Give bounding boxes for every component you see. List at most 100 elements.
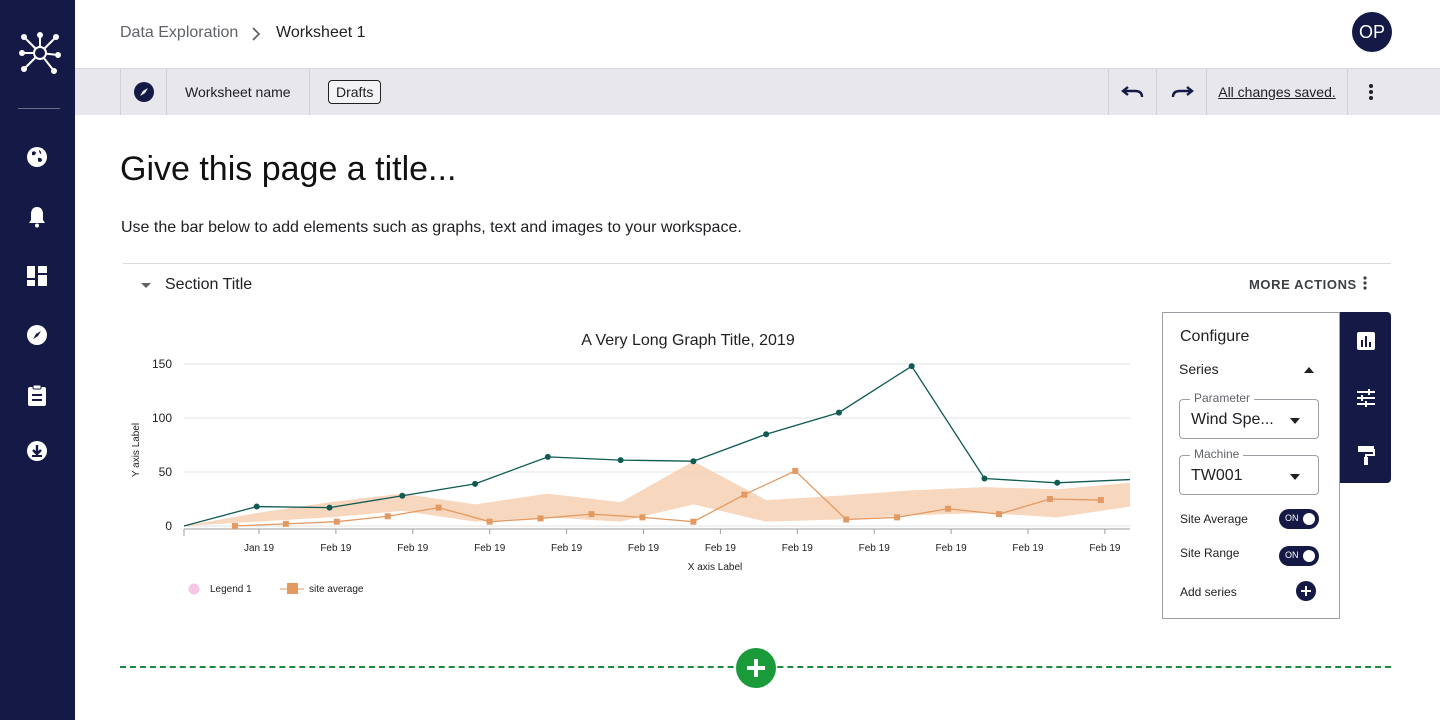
site-average-toggle[interactable]: ON <box>1279 509 1319 529</box>
site-average-point <box>282 520 289 527</box>
bell-icon[interactable] <box>25 205 49 229</box>
x-tick-label: Feb 19 <box>705 543 737 554</box>
compass-icon[interactable] <box>25 323 49 347</box>
configure-tabs <box>1340 312 1391 483</box>
settings-tab[interactable] <box>1340 369 1391 426</box>
x-tick-label: Feb 19 <box>397 543 429 554</box>
legend-1-point <box>617 457 624 464</box>
parameter-label: Parameter <box>1190 391 1255 405</box>
page-subtitle: Use the bar below to add elements such a… <box>121 219 742 236</box>
legend-1-point <box>835 409 842 416</box>
add-series-button[interactable] <box>1296 581 1316 601</box>
legend-1-point <box>326 504 333 511</box>
dashboard-icon[interactable] <box>25 264 49 288</box>
more-actions-button[interactable]: MORE ACTIONS <box>1249 277 1357 292</box>
y-tick-label: 100 <box>152 411 172 425</box>
site-average-point <box>435 504 442 511</box>
save-status-link[interactable]: All changes saved. <box>1206 69 1347 115</box>
add-element-button[interactable] <box>736 648 776 688</box>
sidebar-divider <box>18 108 60 109</box>
redo-button[interactable] <box>1156 69 1206 115</box>
add-series-label: Add series <box>1180 585 1237 599</box>
legend-1-point <box>253 503 260 510</box>
x-tick-label: Feb 19 <box>320 543 352 554</box>
machine-select[interactable]: Machine TW001 <box>1179 447 1319 495</box>
x-tick-label: Feb 19 <box>782 543 814 554</box>
legend-1-point <box>472 480 479 487</box>
chart-legend: Legend 1 site average <box>188 583 364 595</box>
globe-icon[interactable] <box>25 145 49 169</box>
configure-title: Configure <box>1180 328 1250 345</box>
y-tick-label: 0 <box>165 519 172 533</box>
x-tick-label: Feb 19 <box>474 543 506 554</box>
more-options-button[interactable] <box>1347 69 1393 115</box>
clipboard-icon[interactable] <box>25 383 49 407</box>
site-average-point <box>486 518 493 525</box>
legend-1-line <box>183 365 1131 527</box>
breadcrumb-parent[interactable]: Data Exploration <box>120 24 239 41</box>
drafts-cell: Drafts <box>309 69 1109 115</box>
x-tick-label: Feb 19 <box>936 543 968 554</box>
y-tick-label: 150 <box>152 357 172 371</box>
site-average-point <box>996 511 1003 518</box>
legend-label-1: Legend 1 <box>210 584 252 595</box>
site-average-line <box>234 470 1101 527</box>
y-tick-label: 50 <box>159 465 173 479</box>
site-range-label: Site Range <box>1180 546 1240 560</box>
bar-chart-icon <box>1356 331 1375 350</box>
sidebar <box>0 0 75 720</box>
drafts-chip[interactable]: Drafts <box>328 80 382 104</box>
x-tick-label: Feb 19 <box>859 543 891 554</box>
parameter-select[interactable]: Parameter Wind Spe... <box>1179 391 1319 439</box>
site-average-point <box>333 518 340 525</box>
site-range-toggle[interactable]: ON <box>1279 546 1319 566</box>
undo-icon <box>1120 86 1143 98</box>
site-average-point <box>384 513 391 520</box>
site-average-point <box>690 518 697 525</box>
x-tick-label: Feb 19 <box>1089 543 1121 554</box>
machine-label: Machine <box>1190 447 1244 461</box>
legend-label-2: site average <box>309 584 364 595</box>
chart-title: A Very Long Graph Title, 2019 <box>581 332 795 349</box>
tune-icon <box>1356 388 1375 407</box>
paint-roller-icon <box>1357 445 1375 465</box>
site-average-label: Site Average <box>1180 512 1248 526</box>
site-average-point <box>537 515 544 522</box>
site-average-point <box>945 505 952 512</box>
toggle-state: ON <box>1285 513 1299 523</box>
toggle-state: ON <box>1285 550 1299 560</box>
explore-button[interactable] <box>120 69 166 115</box>
section-title[interactable]: Section Title <box>165 276 253 293</box>
network-logo-icon[interactable] <box>16 29 64 77</box>
site-average-point <box>894 514 901 521</box>
collapse-caret-icon[interactable] <box>1304 367 1314 373</box>
series-label[interactable]: Series <box>1179 361 1219 377</box>
x-tick-label: Jan 19 <box>244 543 274 554</box>
site-range-band <box>184 461 1130 526</box>
site-average-point <box>639 514 646 521</box>
chevron-right-icon <box>251 24 261 46</box>
more-vert-icon[interactable] <box>1358 276 1372 294</box>
worksheet-name-field[interactable]: Worksheet name <box>166 69 309 115</box>
configure-panel: Configure Series Parameter Wind Spe... M… <box>1162 312 1340 619</box>
chart-tab[interactable] <box>1340 312 1391 369</box>
legend-1-point <box>544 453 551 460</box>
undo-button[interactable] <box>1108 69 1156 115</box>
site-average-point <box>588 511 595 518</box>
toggle-knob <box>1303 513 1315 525</box>
download-icon[interactable] <box>25 439 49 463</box>
y-axis-label: Y axis Label <box>131 423 142 477</box>
x-tick-label: Feb 19 <box>551 543 583 554</box>
format-tab[interactable] <box>1340 426 1391 483</box>
user-avatar[interactable]: OP <box>1352 12 1392 52</box>
dropdown-arrow-icon <box>1290 474 1300 480</box>
page-title[interactable]: Give this page a title... <box>120 150 457 188</box>
plus-icon <box>747 659 765 677</box>
x-axis-label: X axis Label <box>688 562 742 573</box>
legend-1-point <box>763 431 770 438</box>
section-collapse-icon[interactable] <box>141 283 151 288</box>
site-average-point <box>792 467 799 474</box>
site-average-point <box>1046 496 1053 502</box>
legend-1-point <box>981 475 988 482</box>
dropdown-arrow-icon <box>1290 418 1300 424</box>
